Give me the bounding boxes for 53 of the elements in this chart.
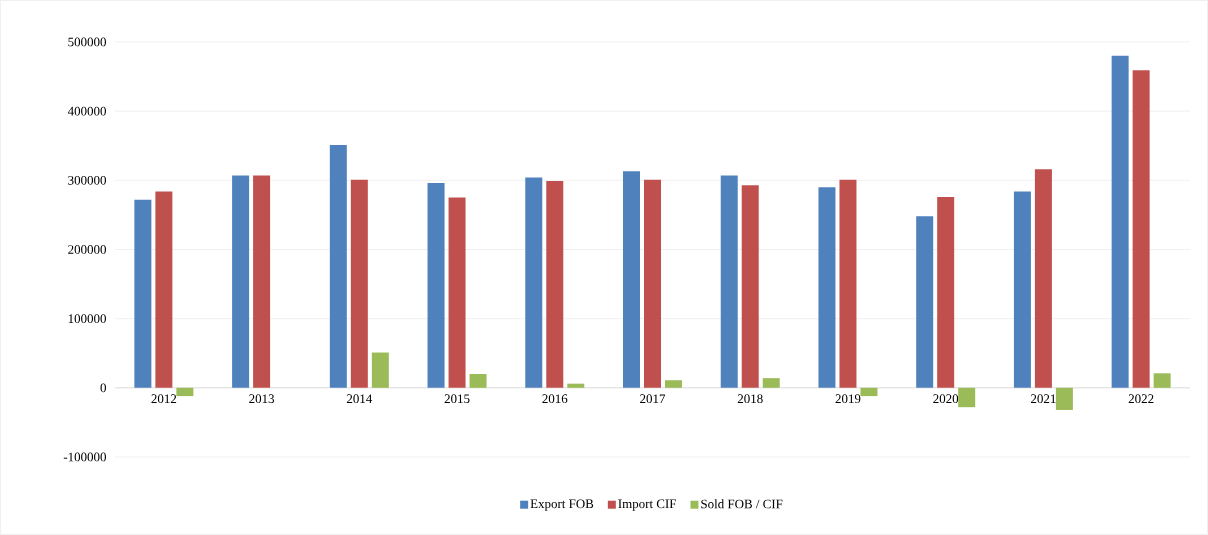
- bar: [567, 383, 585, 388]
- bar: [762, 378, 780, 388]
- legend-label: Export FOB: [530, 499, 594, 511]
- bar: [253, 175, 271, 388]
- y-tick-label: 400000: [67, 106, 106, 116]
- bar: [937, 196, 955, 388]
- bar: [839, 179, 857, 388]
- bar: [1055, 387, 1073, 410]
- legend-label: Import CIF: [618, 499, 676, 511]
- x-tick-label: 2018: [737, 394, 763, 404]
- bar: [427, 183, 445, 388]
- legend-label: Sold FOB / CIF: [701, 499, 783, 509]
- bar: [155, 191, 173, 388]
- bar: [350, 179, 368, 388]
- bar: [665, 380, 683, 388]
- x-tick-label: 2019: [835, 394, 861, 404]
- bar: [860, 387, 878, 397]
- bar: [525, 177, 543, 388]
- bar: [546, 181, 564, 388]
- bar: [1132, 70, 1150, 388]
- bar: [958, 387, 976, 408]
- x-tick-label: 2022: [1128, 394, 1154, 404]
- x-tick-label: 2014: [346, 394, 373, 404]
- x-tick-label: 2015: [444, 394, 470, 404]
- x-tick-label: 2013: [249, 394, 275, 404]
- x-tick-label: 2020: [933, 394, 959, 404]
- x-tick-label: 2021: [1031, 394, 1056, 404]
- bar: [818, 187, 836, 388]
- bar: [623, 171, 640, 388]
- y-tick-label: 0: [100, 383, 106, 393]
- bar: [1111, 55, 1129, 388]
- bar: [176, 387, 194, 397]
- y-tick-label: 100000: [68, 314, 106, 324]
- y-tick-label: 200000: [68, 245, 106, 254]
- bar: [232, 175, 250, 388]
- bar: [916, 216, 934, 388]
- bar: [469, 373, 487, 388]
- bar: [1034, 169, 1052, 388]
- bar: [644, 179, 662, 388]
- bar: [1153, 373, 1171, 388]
- y-tick-label: 300000: [68, 175, 106, 185]
- bar: [134, 199, 152, 388]
- bar: [720, 175, 738, 388]
- x-tick-label: 2012: [151, 394, 177, 404]
- bar: [329, 145, 347, 388]
- x-tick-label: 2016: [542, 394, 568, 404]
- bar: [741, 185, 759, 388]
- bar: [371, 352, 389, 388]
- y-tick-label: -100000: [63, 452, 106, 462]
- bar: [1013, 191, 1031, 388]
- x-tick-label: 2017: [640, 394, 666, 404]
- bar: [448, 197, 466, 388]
- y-tick-label: 500000: [68, 37, 106, 47]
